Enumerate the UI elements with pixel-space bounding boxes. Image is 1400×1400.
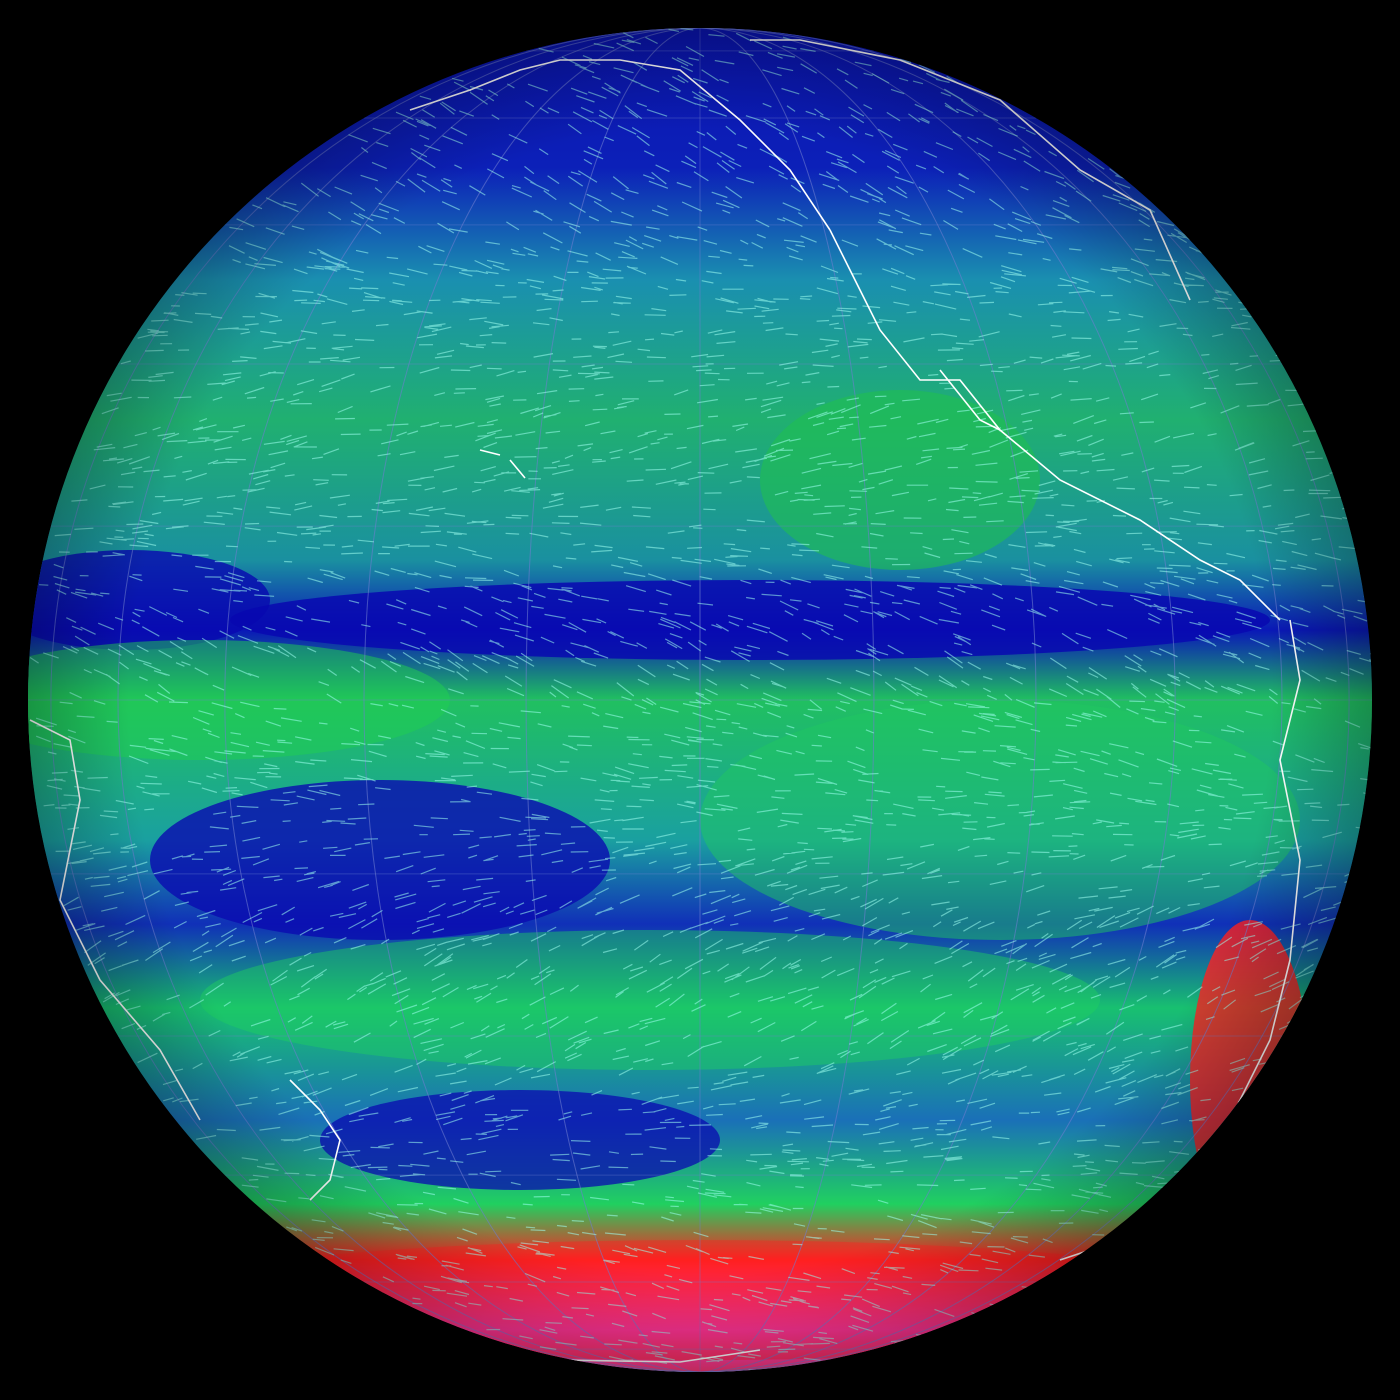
globe-disk <box>28 28 1372 1372</box>
globe-map[interactable] <box>0 0 1400 1400</box>
